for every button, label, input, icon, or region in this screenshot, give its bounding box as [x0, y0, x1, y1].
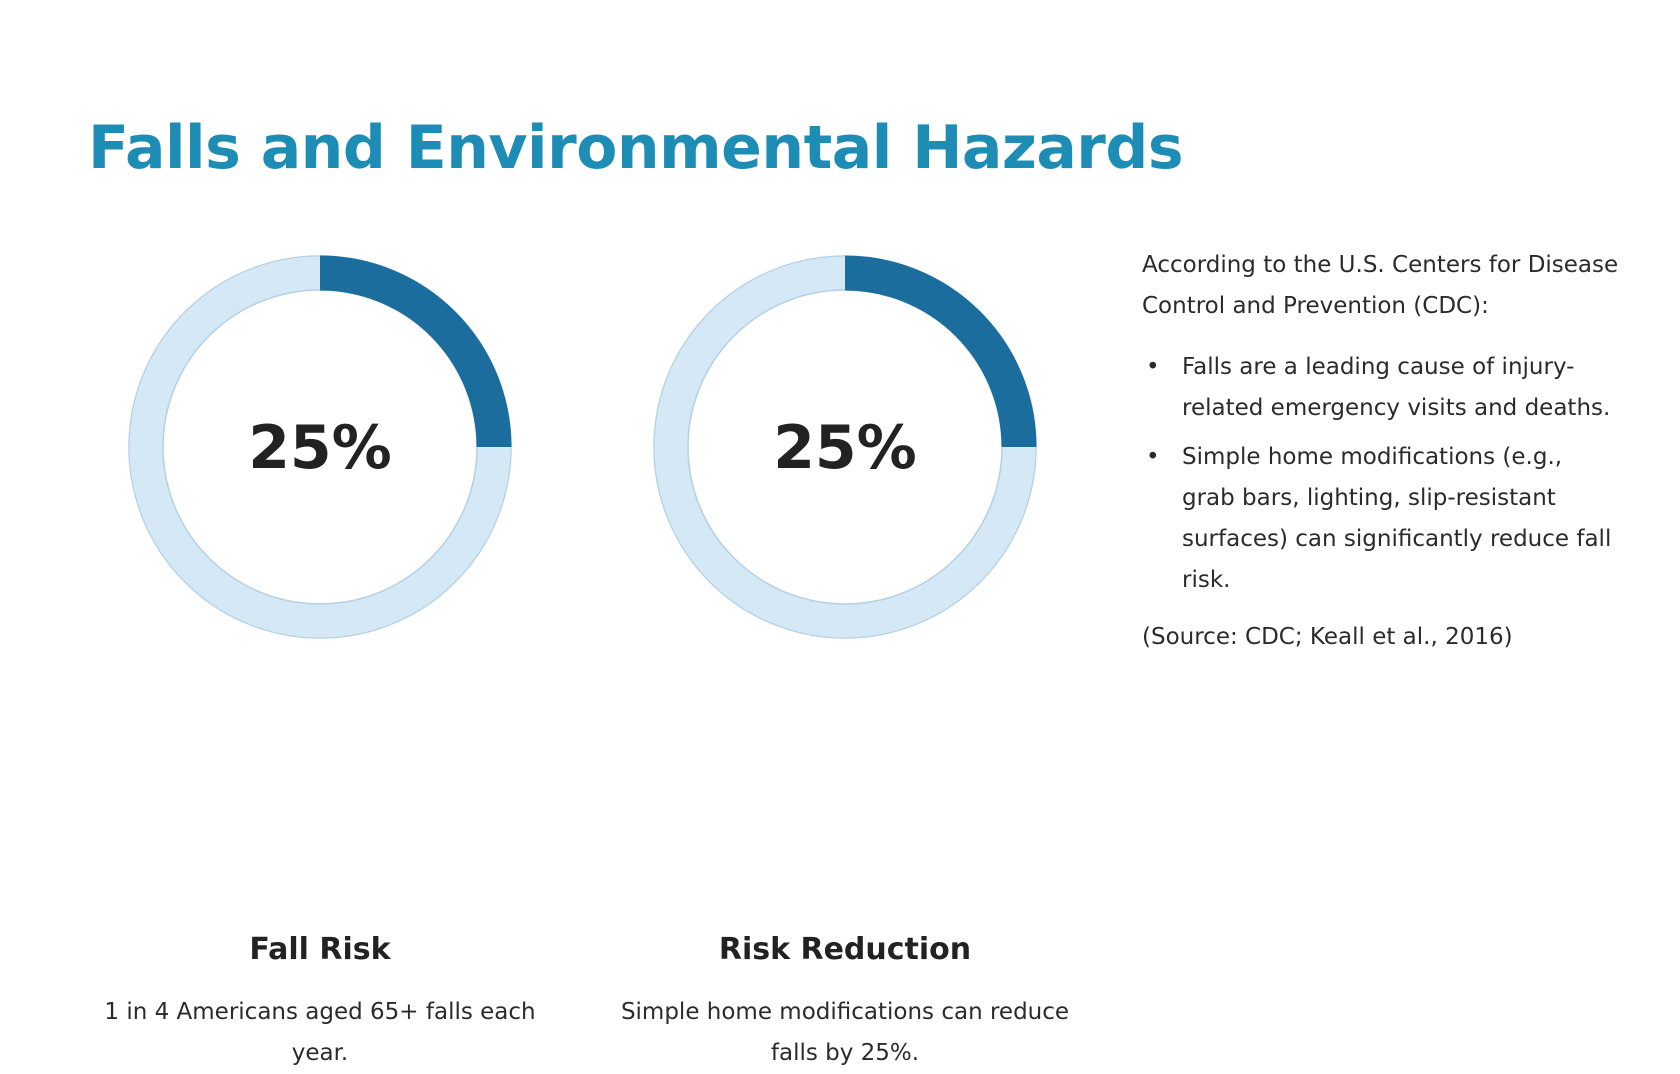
list-item: • Simple home modifications (e.g., grab … [1142, 437, 1622, 601]
page-title: Falls and Environmental Hazards [88, 113, 1184, 183]
cdc-bullet-list: • Falls are a leading cause of injury-re… [1142, 347, 1622, 601]
stat-label: Risk Reduction [718, 932, 972, 967]
donut-ring [653, 255, 1037, 639]
bullet-text: Falls are a leading cause of injury-rela… [1182, 354, 1611, 421]
donut-value-label: 25% [773, 413, 917, 483]
stat-card-fall-risk: 25% Fall Risk 1 in 4 Americans aged 65+ … [85, 255, 555, 1074]
donut-chart-risk-reduction: 25% [610, 255, 1080, 639]
bullet-text: Simple home modifications (e.g., grab ba… [1182, 444, 1612, 593]
bullet-icon: • [1146, 444, 1160, 470]
donut-chart-fall-risk: 25% [85, 255, 555, 639]
stat-description: 1 in 4 Americans aged 65+ falls each yea… [104, 999, 536, 1066]
cdc-info-panel: According to the U.S. Centers for Diseas… [1142, 245, 1622, 658]
donut-ring [128, 255, 512, 639]
stat-label: Fall Risk [249, 932, 391, 967]
source-citation: (Source: CDC; Keall et al., 2016) [1142, 624, 1513, 650]
list-item: • Falls are a leading cause of injury-re… [1142, 347, 1622, 429]
stat-card-risk-reduction: 25% Risk Reduction Simple home modificat… [610, 255, 1080, 1074]
cdc-intro-text: According to the U.S. Centers for Diseas… [1142, 252, 1619, 319]
donut-value-label: 25% [248, 413, 392, 483]
donut-fill-segment [844, 255, 1037, 448]
stat-description: Simple home modifications can reduce fal… [620, 999, 1070, 1066]
bullet-icon: • [1146, 354, 1160, 380]
donut-fill-segment [319, 255, 512, 448]
